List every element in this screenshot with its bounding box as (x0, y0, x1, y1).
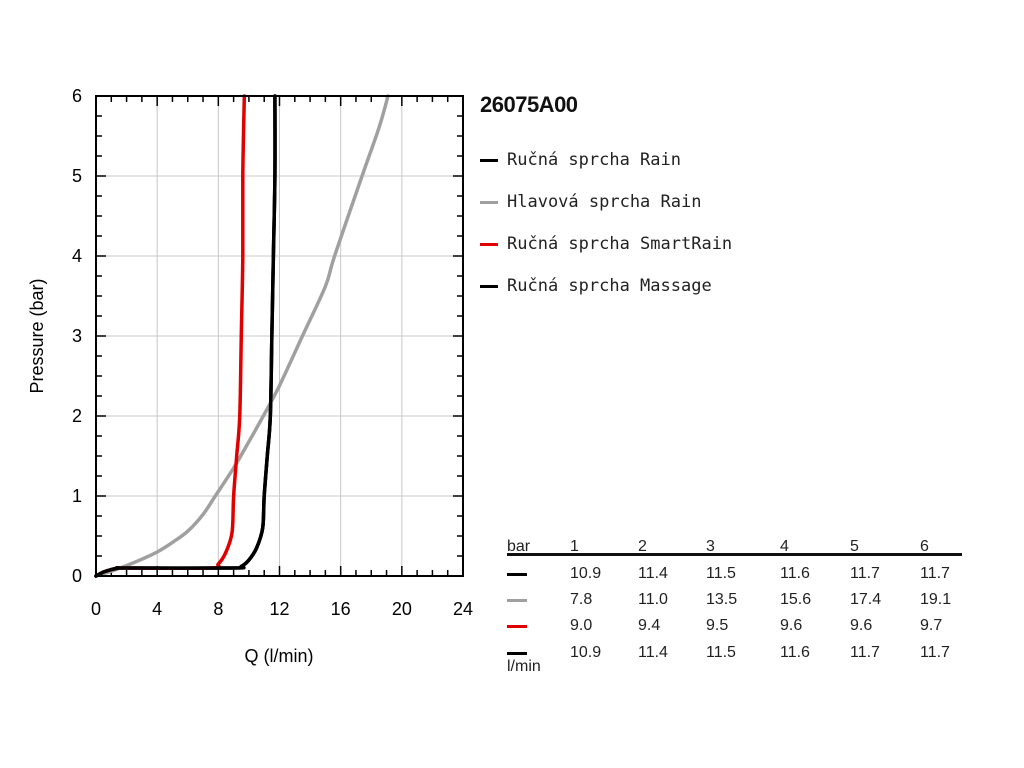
x-tick-label: 4 (152, 599, 162, 619)
table-cell: 9.4 (638, 617, 661, 634)
table-cell: 13.5 (706, 591, 738, 608)
table-cell: 11.7 (920, 565, 950, 582)
table-unit-label: l/min (507, 658, 541, 675)
legend-swatch (480, 158, 498, 162)
table-row-swatch (507, 599, 527, 602)
x-tick-label: 12 (269, 599, 289, 619)
x-axis-label: Q (l/min) (245, 646, 314, 666)
table-column-header: 2 (638, 538, 647, 555)
legend-label: Ručná sprcha Massage (507, 276, 712, 296)
x-tick-label: 20 (392, 599, 412, 619)
table-header-rule (507, 553, 962, 556)
table-cell: 9.0 (570, 617, 593, 634)
legend-label: Ručná sprcha Rain (507, 150, 681, 170)
table-column-header: 3 (706, 538, 715, 555)
table-header-label: bar (507, 538, 531, 555)
legend-item: Hlavová sprcha Rain (480, 192, 701, 212)
series-line (94, 94, 277, 578)
y-tick-label: 6 (72, 86, 82, 106)
table-column-header: 4 (780, 538, 789, 555)
legend-label: Hlavová sprcha Rain (507, 192, 702, 212)
table-cell: 9.5 (706, 617, 729, 634)
chart-grid (96, 96, 463, 576)
x-tick-label: 24 (453, 599, 473, 619)
legend-swatch (480, 200, 498, 204)
table-cell: 11.4 (638, 644, 668, 661)
table-cell: 10.9 (570, 565, 602, 582)
table-cell: 9.7 (920, 617, 943, 634)
table-cell: 11.7 (850, 644, 880, 661)
table-cell: 9.6 (850, 617, 873, 634)
table-cell: 11.6 (780, 565, 810, 582)
y-tick-label: 3 (72, 326, 82, 346)
table-cell: 11.4 (638, 565, 668, 582)
table-column-header: 5 (850, 538, 859, 555)
table-column-header: 1 (570, 538, 579, 555)
table-cell: 19.1 (920, 591, 952, 608)
table-cell: 11.5 (706, 565, 736, 582)
legend-swatch (480, 242, 498, 246)
x-tick-label: 0 (91, 599, 101, 619)
chart-series (94, 94, 390, 578)
y-tick-label: 1 (72, 486, 82, 506)
x-tick-label: 8 (213, 599, 223, 619)
table-cell: 11.7 (850, 565, 880, 582)
series-line (94, 94, 390, 578)
legend-label: Ručná sprcha SmartRain (507, 234, 733, 254)
table-column-header: 6 (920, 538, 929, 555)
x-tick-label: 16 (331, 599, 351, 619)
table-row-swatch (507, 652, 527, 655)
y-tick-label: 5 (72, 166, 82, 186)
table-cell: 11.0 (638, 591, 668, 608)
y-tick-label: 4 (72, 246, 82, 266)
legend-item: Ručná sprcha SmartRain (480, 234, 732, 254)
plot-frame (95, 95, 464, 577)
table-cell: 11.7 (920, 644, 950, 661)
table-cell: 11.5 (706, 644, 736, 661)
y-axis-label: Pressure (bar) (27, 278, 47, 393)
table-cell: 7.8 (570, 591, 593, 608)
table-cell: 11.6 (780, 644, 810, 661)
table-cell: 17.4 (850, 591, 882, 608)
table-cell: 15.6 (780, 591, 812, 608)
table-cell: 10.9 (570, 644, 602, 661)
legend-item: Ručná sprcha Rain (480, 150, 681, 170)
table-row-swatch (507, 573, 527, 576)
legend-item: Ručná sprcha Massage (480, 276, 712, 296)
legend-swatch (480, 284, 498, 288)
table-cell: 9.6 (780, 617, 803, 634)
y-tick-label: 0 (72, 566, 82, 586)
table-row-swatch (507, 625, 527, 628)
chart-title: 26075A00 (480, 92, 578, 117)
y-tick-label: 2 (72, 406, 82, 426)
